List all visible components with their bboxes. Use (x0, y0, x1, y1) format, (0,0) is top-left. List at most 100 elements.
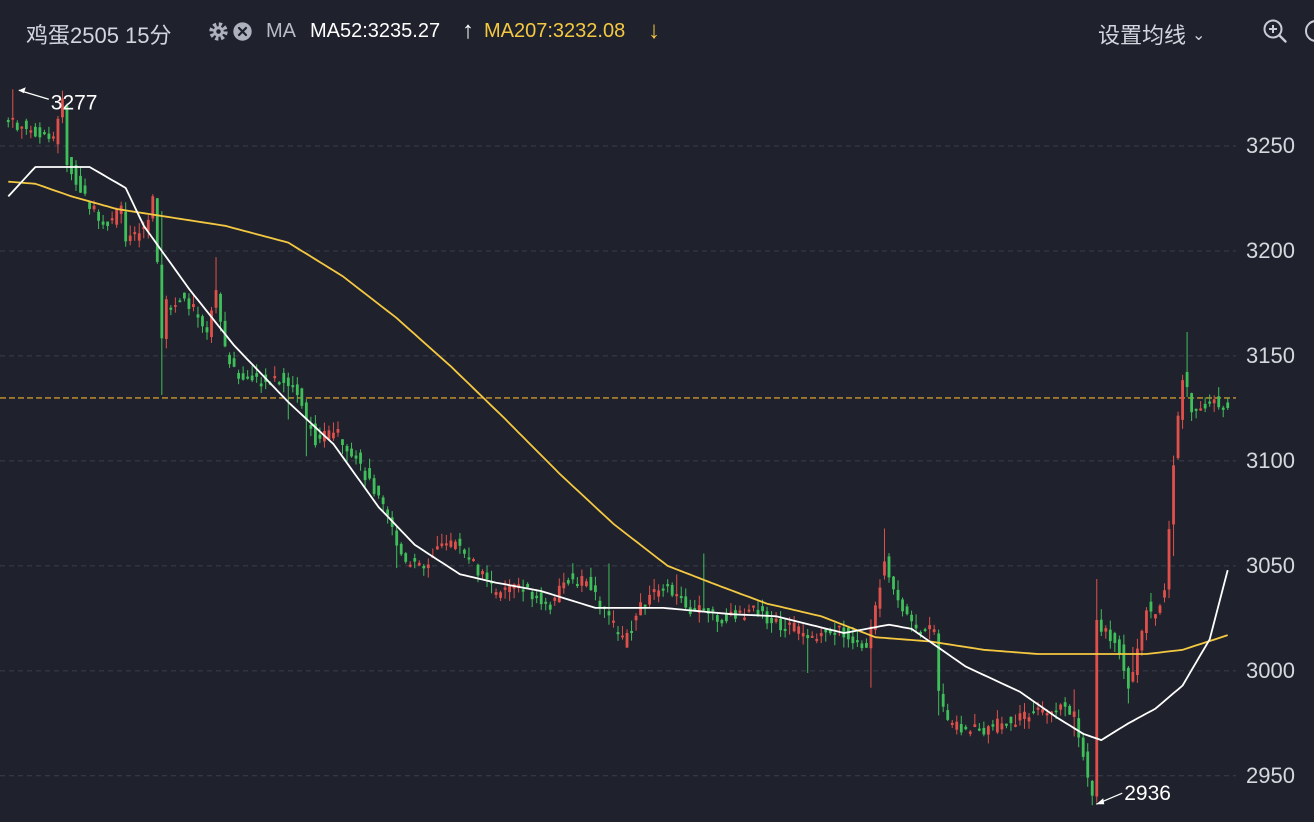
set-ma-button[interactable]: 设置均线 ⌄ (1098, 18, 1205, 50)
candle-body (783, 628, 787, 632)
candle-body (1117, 639, 1121, 655)
candle-body (1221, 407, 1225, 410)
candle-body (865, 642, 868, 648)
candle-body (237, 372, 241, 379)
candle-body (666, 584, 670, 587)
candle-body (454, 541, 457, 550)
candle-body (164, 299, 168, 339)
candle-body (110, 218, 114, 221)
candle-body (386, 509, 390, 516)
candle-body (896, 589, 900, 601)
candle-body (332, 432, 335, 439)
candle-body (797, 626, 801, 634)
candle-body (277, 382, 281, 385)
candle-body (801, 632, 805, 637)
candle-body (869, 626, 873, 649)
candle-body (336, 428, 340, 433)
ma52-up-arrow-icon: ↑ (462, 17, 474, 44)
candle-body (571, 573, 575, 580)
candle-body (11, 117, 15, 120)
candle-body (810, 635, 814, 638)
candle-body (539, 592, 543, 605)
candle-body (1145, 610, 1148, 634)
candle-body (752, 605, 755, 608)
candle-body (92, 205, 96, 210)
candle-body (15, 122, 19, 130)
candle-body (616, 632, 620, 635)
candle-body (250, 375, 254, 381)
candle-body (1032, 711, 1035, 714)
candle-body (544, 601, 548, 604)
instrument-title: 鸡蛋2505 15分 (26, 23, 172, 48)
candle-body (155, 198, 159, 262)
candle-body (65, 105, 69, 165)
candle-body (273, 376, 277, 379)
candle-body (846, 627, 850, 640)
candle-body (914, 624, 918, 629)
candle-body (729, 611, 733, 614)
candle-body (910, 614, 913, 622)
candle-body (52, 136, 55, 139)
candle-body (6, 120, 10, 123)
candle-body (88, 202, 91, 209)
candle-body (788, 622, 792, 625)
candle-body (115, 208, 119, 225)
candle-body (643, 604, 647, 607)
candle-body (214, 290, 218, 308)
candle-body (499, 592, 502, 598)
candle-body (359, 452, 362, 464)
candle-body (291, 385, 295, 388)
candle-body (327, 430, 331, 440)
candle-body (160, 264, 164, 339)
candle-body (526, 584, 530, 588)
candle-body (1063, 702, 1067, 707)
candle-body (408, 564, 412, 567)
candle-body (855, 640, 859, 643)
candle-body (282, 372, 286, 383)
high-price-label: 3277 (51, 91, 98, 114)
candle-body (1023, 711, 1026, 720)
candle-body (354, 455, 358, 459)
candle-body (706, 608, 710, 614)
more-icon[interactable] (1303, 18, 1314, 44)
y-tick-label: 2950 (1246, 762, 1295, 788)
candle-body (964, 726, 968, 730)
candle-body (404, 553, 408, 562)
candle-body (178, 300, 182, 303)
close-circle-icon[interactable] (232, 21, 253, 42)
zoom-in-icon[interactable] (1262, 18, 1288, 44)
candle-body (946, 710, 950, 720)
candle-body (1217, 396, 1221, 408)
candle-body (652, 589, 656, 593)
candle-body (941, 693, 945, 707)
candle-body (481, 571, 484, 575)
candle-body (892, 576, 895, 590)
candle-body (991, 724, 995, 727)
candle-body (101, 221, 105, 225)
candle-body (187, 298, 191, 309)
candle-body (670, 584, 674, 596)
candle-body (1113, 633, 1117, 643)
candle-body (675, 594, 679, 597)
candle-body (1059, 704, 1063, 710)
candle-body (137, 233, 141, 241)
candle-body (711, 609, 715, 612)
gear-icon[interactable] (208, 21, 229, 42)
moving-averages-layer (7, 166, 1229, 741)
candle-body (720, 620, 724, 624)
candle-body (79, 175, 82, 193)
candle-body (630, 630, 633, 634)
candle-body (968, 731, 972, 734)
y-tick-label: 3050 (1246, 552, 1295, 578)
candle-body (286, 377, 290, 387)
candle-body (955, 721, 959, 730)
candle-body (1199, 408, 1203, 411)
candle-body (422, 566, 426, 569)
candle-body (146, 219, 150, 232)
candle-body (594, 585, 597, 593)
candle-body (381, 497, 385, 505)
candle-body (463, 549, 466, 554)
candle-body (494, 592, 498, 595)
candle-body (1140, 630, 1144, 651)
